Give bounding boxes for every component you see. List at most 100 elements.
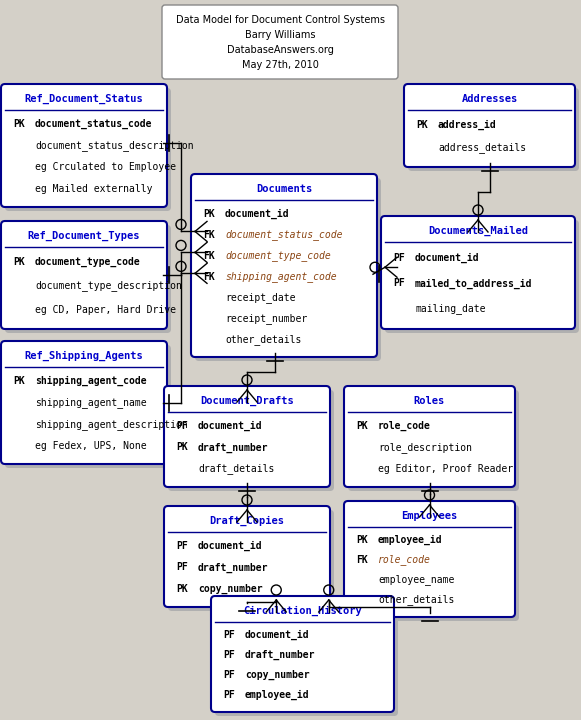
Text: PF: PF: [176, 421, 188, 431]
Text: document_type_code: document_type_code: [225, 250, 331, 261]
FancyBboxPatch shape: [344, 501, 515, 617]
Text: PF: PF: [393, 279, 405, 289]
Text: FK: FK: [203, 251, 215, 261]
Text: Ref_Document_Types: Ref_Document_Types: [28, 231, 140, 241]
FancyBboxPatch shape: [5, 345, 171, 468]
Text: PK: PK: [203, 209, 215, 219]
Text: PF: PF: [176, 562, 188, 572]
Text: PK: PK: [176, 584, 188, 594]
Text: Documents: Documents: [256, 184, 312, 194]
Text: mailing_date: mailing_date: [415, 303, 486, 314]
Text: document_status_code: document_status_code: [225, 229, 343, 240]
Text: PF: PF: [223, 630, 235, 640]
Text: address_details: address_details: [438, 143, 526, 153]
FancyBboxPatch shape: [162, 5, 398, 79]
Text: FK: FK: [203, 271, 215, 282]
Text: document_type_description: document_type_description: [35, 281, 182, 292]
Text: draft_number: draft_number: [198, 562, 268, 572]
Text: PK: PK: [356, 535, 368, 545]
Text: receipt_number: receipt_number: [225, 313, 307, 324]
FancyBboxPatch shape: [408, 88, 579, 171]
FancyBboxPatch shape: [195, 178, 381, 361]
FancyBboxPatch shape: [1, 84, 167, 207]
Text: Draft_Copies: Draft_Copies: [210, 516, 285, 526]
FancyBboxPatch shape: [168, 510, 334, 611]
Text: mailed_to_address_id: mailed_to_address_id: [415, 279, 533, 289]
Text: eg Editor, Proof Reader: eg Editor, Proof Reader: [378, 464, 513, 474]
Text: Roles: Roles: [414, 396, 445, 406]
FancyBboxPatch shape: [5, 225, 171, 333]
Text: Addresses: Addresses: [461, 94, 518, 104]
FancyBboxPatch shape: [348, 505, 519, 621]
Text: PF: PF: [223, 670, 235, 680]
Text: copy_number: copy_number: [245, 670, 310, 680]
Text: copy_number: copy_number: [198, 584, 263, 594]
Text: shipping_agent_description: shipping_agent_description: [35, 419, 188, 430]
Text: PK: PK: [356, 421, 368, 431]
Text: Ref_Shipping_Agents: Ref_Shipping_Agents: [24, 351, 144, 361]
FancyBboxPatch shape: [164, 506, 330, 607]
Text: PK: PK: [13, 376, 25, 386]
Text: Circulation_History: Circulation_History: [243, 606, 362, 616]
FancyBboxPatch shape: [164, 386, 330, 487]
Text: employee_id: employee_id: [245, 690, 310, 700]
Text: PK: PK: [13, 257, 25, 267]
FancyBboxPatch shape: [168, 390, 334, 491]
Text: shipping_agent_code: shipping_agent_code: [35, 376, 146, 386]
Text: other_details: other_details: [225, 334, 302, 345]
FancyBboxPatch shape: [381, 216, 575, 329]
Text: Employees: Employees: [401, 511, 458, 521]
Text: Barry Williams: Barry Williams: [245, 30, 315, 40]
Text: PK: PK: [176, 443, 188, 452]
FancyBboxPatch shape: [344, 386, 515, 487]
FancyBboxPatch shape: [1, 221, 167, 329]
Text: draft_details: draft_details: [198, 464, 274, 474]
Text: role_description: role_description: [378, 442, 472, 453]
FancyBboxPatch shape: [5, 88, 171, 211]
Text: eg Crculated to Employee: eg Crculated to Employee: [35, 162, 176, 172]
Text: Document_Drafts: Document_Drafts: [200, 396, 294, 406]
Text: address_id: address_id: [438, 120, 497, 130]
Text: PF: PF: [223, 650, 235, 660]
Text: Ref_Document_Status: Ref_Document_Status: [24, 94, 144, 104]
Text: other_details: other_details: [378, 595, 454, 606]
Text: document_status_description: document_status_description: [35, 140, 193, 151]
FancyBboxPatch shape: [348, 390, 519, 491]
Text: FK: FK: [356, 555, 368, 565]
Text: document_status_code: document_status_code: [35, 119, 152, 129]
Text: PK: PK: [416, 120, 428, 130]
FancyBboxPatch shape: [215, 600, 398, 716]
FancyBboxPatch shape: [404, 84, 575, 167]
Text: eg Mailed externally: eg Mailed externally: [35, 184, 152, 194]
Text: receipt_date: receipt_date: [225, 292, 296, 303]
Text: role_code: role_code: [378, 421, 431, 431]
FancyBboxPatch shape: [191, 174, 377, 357]
FancyBboxPatch shape: [385, 220, 579, 333]
Text: document_type_code: document_type_code: [35, 257, 141, 267]
Text: PF: PF: [176, 541, 188, 551]
Text: employee_id: employee_id: [378, 535, 443, 545]
Text: eg Fedex, UPS, None: eg Fedex, UPS, None: [35, 441, 146, 451]
FancyBboxPatch shape: [211, 596, 394, 712]
Text: document_id: document_id: [415, 253, 480, 264]
Text: document_id: document_id: [225, 209, 289, 219]
Text: employee_name: employee_name: [378, 575, 454, 585]
Text: draft_number: draft_number: [245, 650, 315, 660]
Text: draft_number: draft_number: [198, 442, 268, 453]
Text: shipping_agent_name: shipping_agent_name: [35, 397, 146, 408]
Text: document_id: document_id: [245, 630, 310, 640]
Text: Data Model for Document Control Systems: Data Model for Document Control Systems: [175, 15, 385, 25]
Text: May 27th, 2010: May 27th, 2010: [242, 60, 318, 70]
FancyBboxPatch shape: [1, 341, 167, 464]
Text: DatabaseAnswers.org: DatabaseAnswers.org: [227, 45, 333, 55]
Text: document_id: document_id: [198, 541, 263, 551]
Text: PK: PK: [13, 119, 25, 129]
Text: eg CD, Paper, Hard Drive: eg CD, Paper, Hard Drive: [35, 305, 176, 315]
Text: role_code: role_code: [378, 554, 431, 565]
Text: Documents_Mailed: Documents_Mailed: [428, 226, 528, 236]
Text: shipping_agent_code: shipping_agent_code: [225, 271, 336, 282]
Text: PF: PF: [393, 253, 405, 264]
Text: document_id: document_id: [198, 421, 263, 431]
Text: PF: PF: [223, 690, 235, 700]
Text: FK: FK: [203, 230, 215, 240]
